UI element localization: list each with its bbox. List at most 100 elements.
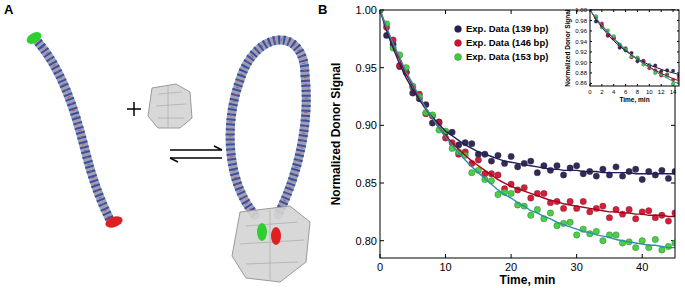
x-axis-label: Time, min xyxy=(500,273,556,287)
data-point xyxy=(508,153,514,159)
data-point xyxy=(573,163,579,169)
data-point xyxy=(600,203,606,209)
x-tick-label: 10 xyxy=(439,261,451,273)
figure: AB0102030400.800.850.900.951.00Time, min… xyxy=(0,0,685,288)
x-tick xyxy=(445,254,446,258)
x-tick-label: 0 xyxy=(588,89,592,95)
data-point xyxy=(593,173,599,179)
data-point xyxy=(541,190,547,196)
arrow xyxy=(170,149,222,151)
dna-backbone xyxy=(230,40,306,215)
data-point xyxy=(613,164,619,170)
x-tick-label: 14 xyxy=(670,89,677,95)
acceptor-dye xyxy=(271,227,281,245)
fit-line xyxy=(590,10,679,81)
acceptor-dye xyxy=(104,214,124,230)
plot-background xyxy=(590,10,679,86)
data-point xyxy=(639,176,645,182)
fit-line xyxy=(590,10,679,84)
data-point xyxy=(528,195,534,201)
data-point xyxy=(665,243,671,249)
y-tick-label: 0.96 xyxy=(575,28,587,34)
panel-label: A xyxy=(4,2,14,17)
x-tick-label: 30 xyxy=(571,261,583,273)
arrow xyxy=(170,158,178,162)
y-tick-label: 0.85 xyxy=(356,177,377,189)
x-axis-label: Time, min xyxy=(619,96,649,104)
data-point xyxy=(632,244,638,250)
donor-dye xyxy=(25,30,44,47)
data-point xyxy=(587,209,593,215)
data-point xyxy=(659,247,665,253)
x-tick-label: 10 xyxy=(646,89,653,95)
data-point xyxy=(560,172,566,178)
y-tick-label: 1.00 xyxy=(356,4,377,16)
data-point xyxy=(632,166,638,172)
illustration xyxy=(25,30,310,282)
plus xyxy=(133,102,135,116)
x-tick xyxy=(642,254,643,258)
x-tick-label: 4 xyxy=(612,89,616,95)
x-tick xyxy=(576,254,577,258)
dna-bases xyxy=(38,42,110,220)
data-point xyxy=(652,172,658,178)
data-point xyxy=(469,169,475,175)
y-tick xyxy=(380,183,384,184)
data-point xyxy=(580,198,586,204)
legend-label: Exp. Data (146 bp) xyxy=(466,37,548,48)
y-tick xyxy=(380,125,384,126)
x-tick-label: 40 xyxy=(636,261,648,273)
data-point xyxy=(606,214,612,220)
y-tick xyxy=(380,240,384,241)
y-axis-label: Normalized Donor Signal xyxy=(329,63,343,206)
y-tick-label: 0.90 xyxy=(356,119,377,131)
data-point xyxy=(534,169,540,175)
x-tick-label: 2 xyxy=(600,89,604,95)
protein-detail xyxy=(156,86,186,128)
protein-detail xyxy=(240,210,304,280)
data-point xyxy=(619,173,625,179)
y-axis-label: Normalized Donor Signal xyxy=(564,9,572,86)
x-tick-label: 0 xyxy=(377,261,383,273)
legend-label: Exp. Data (139 bp) xyxy=(466,23,548,34)
data-group xyxy=(590,10,679,86)
data-point xyxy=(665,175,671,181)
panel-label: B xyxy=(318,2,327,17)
y-tick-label: 0.92 xyxy=(575,49,587,55)
y-tick-label: 0.80 xyxy=(356,235,377,247)
donor-dye xyxy=(257,223,267,241)
dna-bases xyxy=(38,42,110,220)
data-point xyxy=(652,236,658,242)
y-tick-label: 0.86 xyxy=(575,80,587,86)
legend: Exp. Data (139 bp)Exp. Data (146 bp)Exp.… xyxy=(455,23,549,62)
plot-frame xyxy=(590,10,679,86)
y-tick-label: 0.88 xyxy=(575,70,587,76)
x-tick xyxy=(511,254,512,258)
x-tick-label: 6 xyxy=(624,89,628,95)
x-tick-label: 8 xyxy=(636,89,640,95)
data-point xyxy=(632,216,638,222)
data-point xyxy=(646,208,652,214)
data-point xyxy=(613,232,619,238)
dna-bases xyxy=(230,40,306,215)
data-point xyxy=(573,232,579,238)
data-point xyxy=(626,206,632,212)
data-point xyxy=(567,198,573,204)
x-tick-label: 12 xyxy=(658,89,665,95)
data-point xyxy=(554,163,560,169)
y-tick-label: 0.98 xyxy=(575,18,587,24)
data-point xyxy=(488,158,494,164)
data-point xyxy=(600,166,606,172)
arrow xyxy=(170,157,222,159)
dna-bases xyxy=(230,40,306,215)
y-tick-label: 0.90 xyxy=(575,60,587,66)
data-point xyxy=(665,218,671,224)
y-tick-label: 1.00 xyxy=(575,7,587,13)
y-tick xyxy=(380,67,384,68)
chart: 024681012140.860.880.900.920.940.960.981… xyxy=(564,7,681,103)
y-tick xyxy=(671,125,675,126)
dna-backbone xyxy=(38,42,110,220)
x-tick xyxy=(511,10,512,14)
data-point xyxy=(567,219,573,225)
protein xyxy=(232,206,310,282)
